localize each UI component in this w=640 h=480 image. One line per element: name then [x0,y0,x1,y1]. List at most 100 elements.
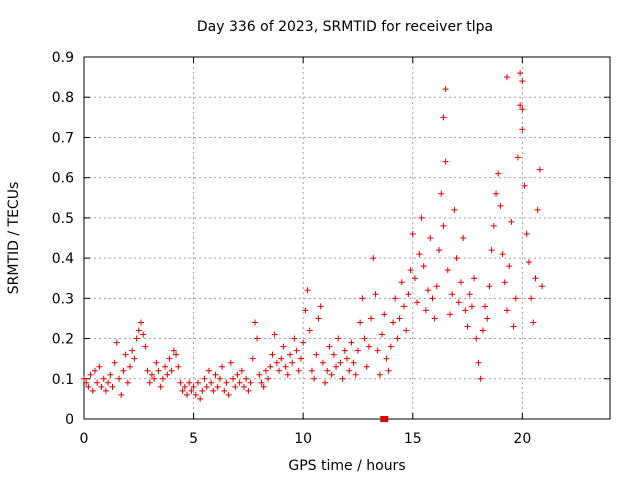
data-point [219,363,226,370]
data-point [186,379,193,386]
data-point [409,230,416,237]
data-point [197,395,204,402]
data-point [240,383,247,390]
data-point [164,371,171,378]
data-point [447,311,454,318]
data-point [462,307,469,314]
data-point [352,371,359,378]
data-point [267,363,274,370]
data-point [166,355,173,362]
data-point [181,383,188,390]
data-point [335,335,342,342]
data-point [390,319,397,326]
data-point [510,323,517,330]
data-point [168,367,175,374]
data-point [486,283,493,290]
data-point [536,166,543,173]
data-point [495,170,502,177]
x-tick-label: 10 [294,431,312,447]
plot-frame [83,56,611,420]
data-point [142,343,149,350]
data-point-outlier [519,106,526,113]
data-point [464,323,471,330]
data-point [346,367,353,374]
data-points [81,70,546,422]
y-tick-label: 0.2 [52,332,74,348]
data-point [449,291,456,298]
data-point [205,367,212,374]
data-point [107,371,114,378]
data-point [420,263,427,270]
data-point [365,343,372,350]
data-point [317,303,324,310]
data-point [89,387,96,394]
data-point [201,375,208,382]
data-point [109,383,116,390]
data-point-outlier [519,78,526,85]
data-point [493,190,500,197]
data-point-outlier [517,70,524,77]
data-point [278,355,285,362]
x-axis-label: GPS time / hours [288,458,405,474]
data-point [534,206,541,213]
data-point [190,383,197,390]
data-point [322,379,329,386]
data-point [236,379,243,386]
data-point [159,375,166,382]
data-point-outlier [440,114,447,121]
data-point [313,351,320,358]
data-point [230,375,237,382]
data-point [466,291,473,298]
data-point [503,307,510,314]
data-point [326,343,333,350]
data-point [521,182,528,189]
data-point [227,359,234,366]
data-point [400,303,407,310]
data-point [477,375,484,382]
data-point [315,315,322,322]
data-point [442,158,449,165]
data-point [475,359,482,366]
data-point [440,222,447,229]
data-point [354,347,361,354]
data-point [490,222,497,229]
data-point [249,355,256,362]
data-point [471,275,478,282]
data-point [370,255,377,262]
data-point [519,126,526,133]
data-point [146,379,153,386]
x-tick-label: 5 [189,431,198,447]
data-point [339,375,346,382]
data-point [85,383,92,390]
data-point [192,391,199,398]
data-point [444,267,451,274]
data-point [374,347,381,354]
data-point [289,359,296,366]
data-point [273,359,280,366]
data-point [394,335,401,342]
data-point [282,363,289,370]
data-point [425,287,432,294]
data-point-outlier [442,86,449,93]
data-point [280,343,287,350]
y-tick-label: 0.3 [52,291,74,307]
data-point [304,287,311,294]
data-point [116,375,123,382]
data-point [111,359,118,366]
data-point [216,375,223,382]
data-point [392,295,399,302]
data-point [188,387,195,394]
data-point [376,371,383,378]
data-point [251,319,258,326]
data-point [238,367,245,374]
data-point [372,291,379,298]
data-point-outlier [503,74,510,81]
data-point [184,391,191,398]
data-point [127,363,134,370]
data-point [460,235,467,241]
data-point [530,319,537,326]
y-tick-label: 0.5 [52,211,74,227]
data-point [451,206,458,213]
data-point [484,315,491,322]
data-point [144,367,151,374]
